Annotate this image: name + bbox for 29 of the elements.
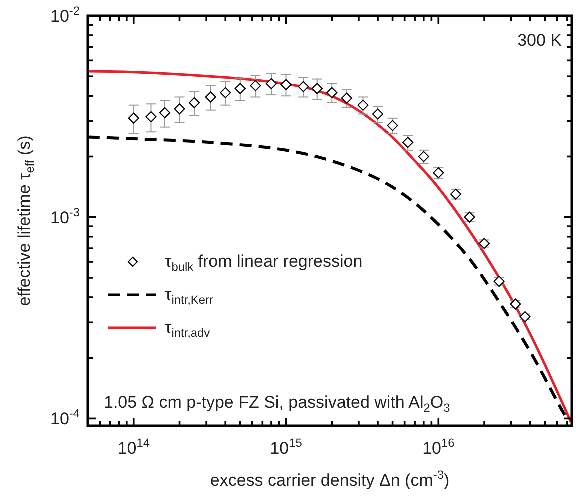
point bbox=[128, 112, 140, 124]
annotation: 300 K bbox=[518, 31, 563, 50]
point bbox=[280, 79, 292, 90]
point bbox=[387, 120, 398, 132]
point bbox=[326, 87, 338, 98]
point bbox=[234, 83, 246, 94]
point bbox=[250, 80, 262, 92]
legend-label: τ$_{intr,adv}$ bbox=[165, 318, 210, 340]
x-tick-label: 10$^{16}$ bbox=[422, 436, 456, 458]
x-tick-label: 10$^{14}$ bbox=[118, 436, 150, 458]
point bbox=[358, 100, 369, 111]
point bbox=[205, 92, 216, 103]
x-tick-label: 10$^{15}$ bbox=[270, 436, 303, 458]
y-tick-label: 10$^{-3}$ bbox=[50, 205, 80, 228]
point bbox=[372, 108, 384, 120]
y-tick-label: 10$^{-2}$ bbox=[50, 4, 80, 26]
annotation: 1.05 Ω cm p-type FZ Si, passivated with Al$_{2}$O$_{3}$ bbox=[104, 393, 451, 415]
point bbox=[312, 83, 323, 94]
x-axis-title: excess carrier density Δn (cm$^{-3}$) bbox=[210, 468, 450, 490]
point bbox=[220, 87, 232, 98]
point bbox=[402, 137, 414, 148]
point bbox=[266, 78, 278, 90]
legend-label: τ$_{intr,Kerr}$ bbox=[165, 285, 214, 307]
point bbox=[341, 92, 352, 104]
point bbox=[188, 97, 200, 108]
point bbox=[159, 107, 171, 118]
y-tick-label: 10$^{-4}$ bbox=[50, 406, 80, 429]
point bbox=[174, 104, 186, 115]
legend-label: τ$_{bulk}$ from linear regression bbox=[165, 252, 363, 274]
